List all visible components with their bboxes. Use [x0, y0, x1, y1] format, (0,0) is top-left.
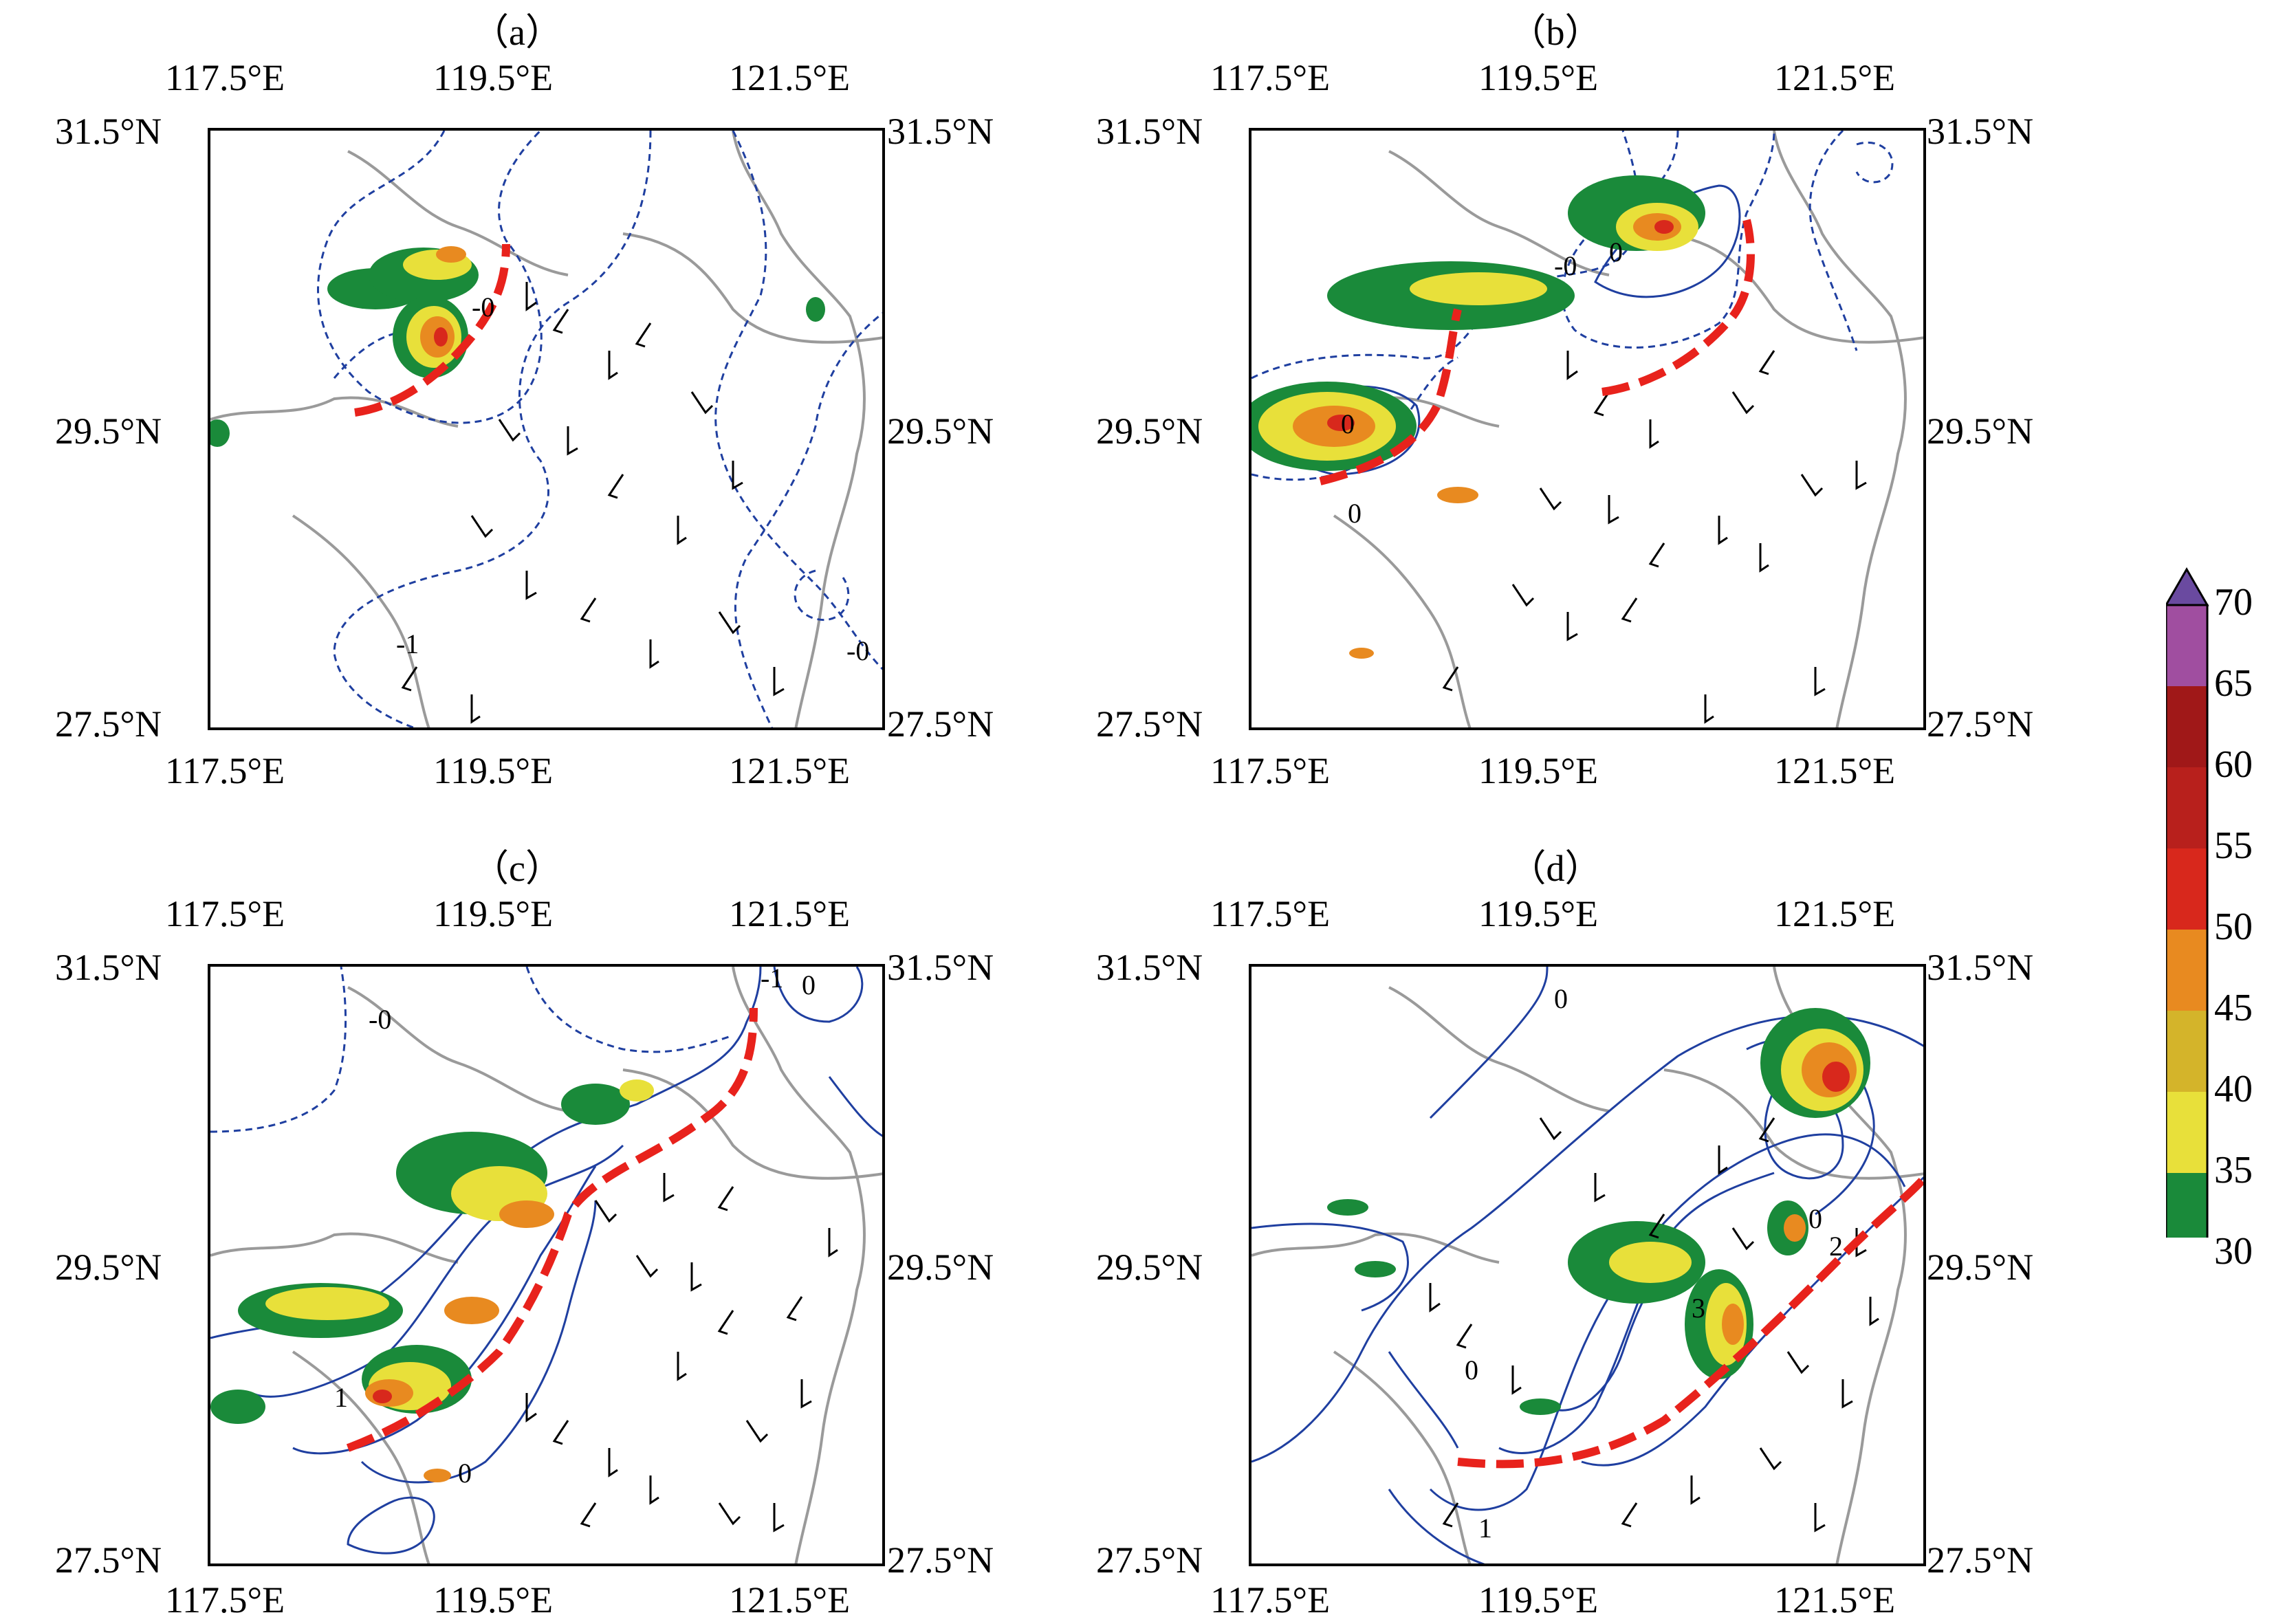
- colorbar-arrow: [2166, 567, 2209, 606]
- colorbar-label: 50: [2214, 906, 2253, 948]
- lat-right-3: 27.5°N: [887, 1539, 994, 1581]
- lat-left-2: 29.5°N: [55, 410, 162, 452]
- lat-left-3: 27.5°N: [1096, 703, 1203, 745]
- contour-label-a-1: -0: [472, 292, 494, 322]
- contour-label-c-4: 1: [334, 1382, 348, 1413]
- lon-bottom-1: 117.5°E: [165, 1579, 285, 1621]
- lon-top-3: 121.5°E: [1774, 57, 1896, 98]
- colorbar-label: 55: [2214, 824, 2253, 867]
- contour-label-b-1: -0: [1554, 250, 1577, 281]
- lat-left-1: 31.5°N: [55, 111, 162, 152]
- colorbar-label: 35: [2214, 1149, 2253, 1192]
- contour-label-c-1: -0: [369, 1004, 391, 1035]
- lat-right-2: 29.5°N: [887, 410, 994, 452]
- colorbar-block: [2166, 605, 2207, 686]
- lon-top-3: 121.5°E: [729, 57, 851, 98]
- lon-top-1: 117.5°E: [1210, 893, 1331, 934]
- contour-label-b-3: 0: [1341, 408, 1355, 439]
- lon-bottom-3: 121.5°E: [1774, 1579, 1896, 1621]
- lat-left-3: 27.5°N: [55, 703, 162, 745]
- lat-right-3: 27.5°N: [1927, 703, 2034, 745]
- map-b: -0 0 0 0: [1249, 128, 1926, 730]
- lon-top-2: 119.5°E: [1478, 893, 1599, 934]
- lat-right-3: 27.5°N: [1927, 1539, 2034, 1581]
- lon-bottom-1: 117.5°E: [165, 750, 285, 791]
- lat-right-1: 31.5°N: [1927, 947, 2034, 988]
- lat-right-3: 27.5°N: [887, 703, 994, 745]
- panel-title-c: （c）: [472, 848, 562, 889]
- panel-title-a: （a）: [472, 12, 562, 53]
- contour-label-d-4: 2: [1829, 1231, 1843, 1262]
- colorbar-label: 70: [2214, 581, 2253, 624]
- lon-top-1: 117.5°E: [165, 893, 285, 934]
- panel-title-d: （d）: [1509, 848, 1602, 889]
- colorbar-block: [2166, 930, 2207, 1011]
- panel-title-b: （b）: [1509, 12, 1602, 53]
- lon-top-3: 121.5°E: [729, 893, 851, 934]
- colorbar-label: 60: [2214, 743, 2253, 786]
- map-a-graphic: -0 -1 -0: [210, 131, 882, 727]
- contour-label-d-1: 0: [1554, 983, 1568, 1014]
- colorbar-label: 40: [2214, 1068, 2253, 1110]
- lon-top-2: 119.5°E: [433, 893, 554, 934]
- lon-top-3: 121.5°E: [1774, 893, 1896, 934]
- contour-label-a-3: -0: [846, 635, 869, 666]
- lon-bottom-2: 119.5°E: [433, 750, 554, 791]
- contour-label-c-3: 0: [802, 969, 816, 1000]
- contour-label-d-6: 1: [1478, 1513, 1492, 1544]
- lon-bottom-1: 117.5°E: [1210, 750, 1331, 791]
- contour-label-c-5: 0: [458, 1458, 472, 1489]
- lon-top-1: 117.5°E: [1210, 57, 1331, 98]
- map-c-graphic: -0 -1 0 1 0: [210, 967, 882, 1563]
- map-d-graphic: 0 0 3 2 0 1: [1251, 967, 1923, 1563]
- lat-left-1: 31.5°N: [55, 947, 162, 988]
- lat-left-3: 27.5°N: [55, 1539, 162, 1581]
- lon-bottom-3: 121.5°E: [729, 750, 851, 791]
- contour-label-a-2: -1: [396, 628, 419, 659]
- colorbar-graphic: [2166, 567, 2209, 1238]
- lat-right-2: 29.5°N: [887, 1247, 994, 1288]
- colorbar-block: [2166, 686, 2207, 767]
- lon-bottom-3: 121.5°E: [1774, 750, 1896, 791]
- lon-bottom-2: 119.5°E: [1478, 750, 1599, 791]
- colorbar-block: [2166, 1011, 2207, 1092]
- lat-left-2: 29.5°N: [1096, 410, 1203, 452]
- lat-left-2: 29.5°N: [55, 1247, 162, 1288]
- contour-label-d-5: 0: [1808, 1203, 1822, 1234]
- lat-right-1: 31.5°N: [887, 111, 994, 152]
- lon-top-1: 117.5°E: [165, 57, 285, 98]
- map-c: -0 -1 0 1 0: [208, 964, 885, 1566]
- lon-bottom-1: 117.5°E: [1210, 1579, 1331, 1621]
- lat-left-1: 31.5°N: [1096, 111, 1203, 152]
- contour-label-d-2: 0: [1465, 1354, 1478, 1385]
- contour-label-d-3: 3: [1692, 1293, 1705, 1324]
- lat-right-2: 29.5°N: [1927, 410, 2034, 452]
- lat-left-2: 29.5°N: [1096, 1247, 1203, 1288]
- lon-bottom-2: 119.5°E: [1478, 1579, 1599, 1621]
- map-b-graphic: -0 0 0 0: [1251, 131, 1923, 727]
- contour-label-b-4: 0: [1348, 498, 1362, 529]
- map-d: 0 0 3 2 0 1: [1249, 964, 1926, 1566]
- colorbar-label: 65: [2214, 662, 2253, 705]
- lon-top-2: 119.5°E: [433, 57, 554, 98]
- colorbar-block: [2166, 1173, 2207, 1238]
- colorbar-label: 30: [2214, 1230, 2253, 1273]
- lat-left-3: 27.5°N: [1096, 1539, 1203, 1581]
- map-a: -0 -1 -0: [208, 128, 885, 730]
- contour-label-b-2: 0: [1609, 237, 1623, 267]
- lat-right-1: 31.5°N: [1927, 111, 2034, 152]
- lon-top-2: 119.5°E: [1478, 57, 1599, 98]
- lat-right-2: 29.5°N: [1927, 1247, 2034, 1288]
- lon-bottom-2: 119.5°E: [433, 1579, 554, 1621]
- contour-label-c-2: -1: [761, 967, 783, 994]
- colorbar-block: [2166, 1092, 2207, 1173]
- colorbar-label: 45: [2214, 987, 2253, 1029]
- lat-left-1: 31.5°N: [1096, 947, 1203, 988]
- colorbar-block: [2166, 767, 2207, 848]
- colorbar-block: [2166, 848, 2207, 930]
- lon-bottom-3: 121.5°E: [729, 1579, 851, 1621]
- lat-right-1: 31.5°N: [887, 947, 994, 988]
